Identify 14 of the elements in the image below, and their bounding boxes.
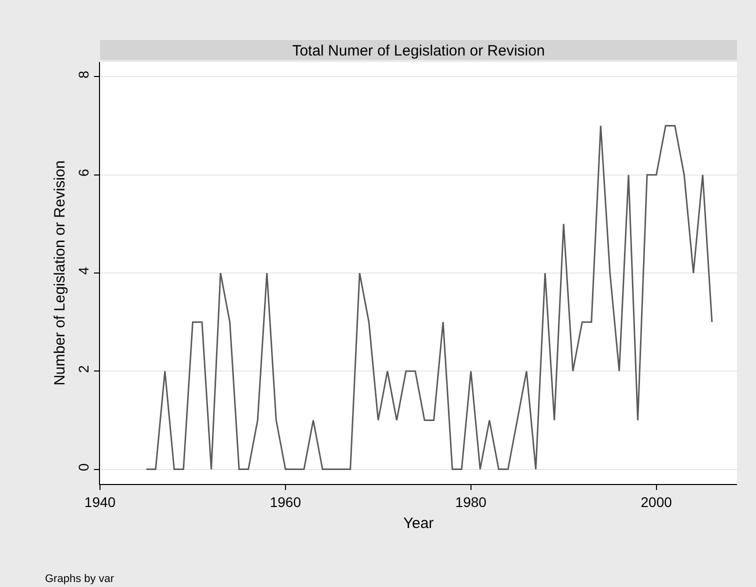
y-axis-title: Number of Legislation or Revision [52, 160, 69, 386]
text: Graphs by var [45, 573, 114, 585]
x-axis-title: Year [403, 514, 434, 532]
y-tick-label: 4 [75, 266, 92, 275]
x-tick-label: 2000 [640, 494, 672, 510]
y-tick-label: 0 [75, 463, 92, 472]
x-tick-label: 1980 [455, 494, 487, 510]
chart-title: Total Numer of Legislation or Revision [292, 42, 545, 60]
x-tick-label: 1960 [270, 494, 302, 510]
x-tick-label: 1940 [84, 494, 116, 510]
y-tick-label: 2 [75, 364, 92, 373]
y-tick-label: 8 [75, 70, 92, 79]
line-series [146, 125, 713, 470]
y-tick-label: 6 [75, 168, 92, 177]
